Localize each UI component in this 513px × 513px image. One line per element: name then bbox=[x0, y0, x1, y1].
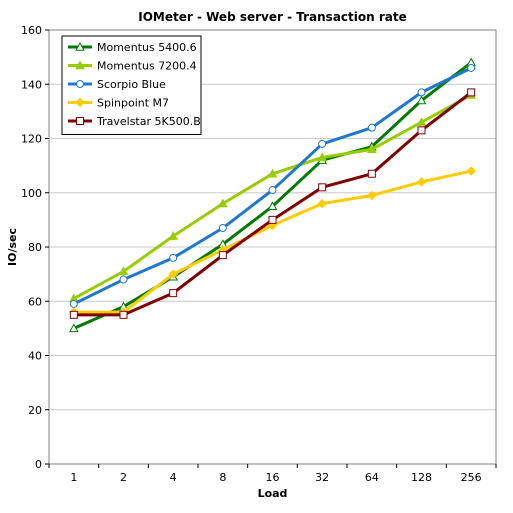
y-axis-title: IO/sec bbox=[6, 228, 19, 266]
series-5 bbox=[69, 88, 476, 319]
legend-item: Travelstar 5K500.B bbox=[68, 115, 201, 128]
data-point bbox=[218, 224, 227, 233]
x-tick-label: 2 bbox=[120, 471, 127, 484]
data-point bbox=[119, 275, 128, 284]
y-tick-label: 80 bbox=[28, 241, 42, 254]
y-axis-ticks: 0 20 40 60 80 100 120 140 160 bbox=[21, 24, 49, 471]
data-point bbox=[366, 144, 377, 154]
data-point bbox=[466, 166, 476, 176]
legend: Momentus 5400.6 Momentus 7200.4 Scorpio Bl… bbox=[61, 35, 202, 135]
x-axis-title: Load bbox=[258, 487, 288, 500]
chart-title: IOMeter - Web server - Transaction rate bbox=[138, 10, 407, 24]
y-tick-label: 100 bbox=[21, 187, 42, 200]
data-point bbox=[416, 117, 427, 126]
data-point bbox=[267, 201, 278, 211]
data-point bbox=[317, 198, 327, 209]
legend-item: Spinpoint M7 bbox=[68, 97, 169, 110]
legend-label: Momentus 7200.4 bbox=[97, 60, 197, 73]
data-point bbox=[367, 190, 377, 201]
legend-marker bbox=[75, 41, 85, 51]
x-tick-label: 128 bbox=[411, 471, 432, 484]
data-point bbox=[268, 215, 277, 224]
legend-label: Scorpio Blue bbox=[97, 78, 166, 91]
legend-item: Momentus 7200.4 bbox=[68, 60, 197, 73]
data-point bbox=[416, 177, 427, 187]
data-point bbox=[169, 253, 178, 262]
legend-marker bbox=[75, 60, 85, 70]
legend-label: Momentus 5400.6 bbox=[97, 41, 197, 54]
y-tick-label: 20 bbox=[28, 404, 42, 417]
legend-label: Spinpoint M7 bbox=[97, 97, 169, 110]
y-tick-label: 160 bbox=[21, 24, 42, 37]
data-point bbox=[367, 169, 376, 178]
legend-box bbox=[61, 35, 202, 135]
data-point bbox=[267, 168, 278, 178]
data-point bbox=[467, 63, 476, 72]
data-point bbox=[168, 231, 179, 240]
x-tick-label: 16 bbox=[266, 471, 280, 484]
x-axis-ticks: 1 2 4 8 16 32 64 128 256 bbox=[48, 464, 497, 484]
data-point bbox=[318, 139, 327, 148]
data-point bbox=[217, 198, 228, 208]
legend-label: Travelstar 5K500.B bbox=[96, 115, 201, 128]
data-point bbox=[417, 126, 426, 135]
x-tick-label: 256 bbox=[461, 471, 482, 484]
x-tick-label: 64 bbox=[365, 471, 379, 484]
x-tick-label: 1 bbox=[70, 471, 77, 484]
data-point bbox=[467, 88, 476, 97]
data-point bbox=[68, 323, 79, 333]
data-point bbox=[218, 251, 227, 260]
x-tick-label: 4 bbox=[170, 471, 177, 484]
series-3 bbox=[69, 63, 476, 308]
data-point bbox=[417, 88, 426, 97]
y-tick-label: 140 bbox=[21, 78, 42, 91]
data-point bbox=[69, 310, 78, 319]
data-point bbox=[416, 95, 427, 105]
y-tick-label: 40 bbox=[28, 350, 42, 363]
y-tick-label: 60 bbox=[28, 295, 42, 308]
y-tick-label: 0 bbox=[35, 458, 42, 471]
legend-marker bbox=[76, 117, 84, 125]
legend-item: Scorpio Blue bbox=[68, 78, 166, 91]
data-point bbox=[317, 152, 328, 162]
data-point bbox=[69, 299, 78, 308]
data-point bbox=[367, 123, 376, 132]
x-tick-label: 8 bbox=[219, 471, 226, 484]
data-point bbox=[119, 310, 128, 319]
series-group bbox=[68, 57, 477, 333]
data-point bbox=[268, 186, 277, 195]
data-point bbox=[169, 289, 178, 298]
legend-marker bbox=[75, 97, 85, 108]
y-tick-label: 120 bbox=[21, 133, 42, 146]
data-point bbox=[168, 269, 178, 279]
series-4 bbox=[69, 166, 476, 317]
legend-item: Momentus 5400.6 bbox=[68, 41, 197, 54]
x-tick-label: 32 bbox=[315, 471, 329, 484]
data-point bbox=[318, 183, 327, 192]
data-point bbox=[118, 266, 129, 276]
legend-marker bbox=[76, 80, 84, 88]
